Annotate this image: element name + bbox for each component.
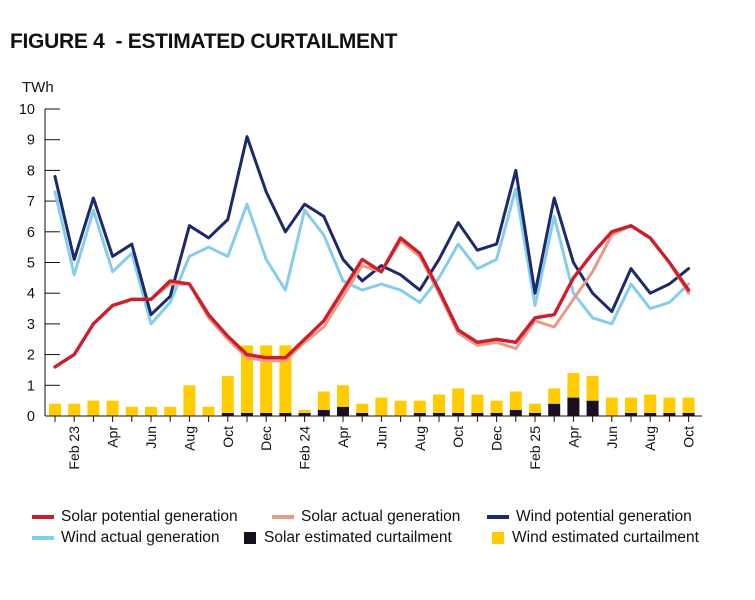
wind-curtailment-bar — [222, 376, 234, 413]
y-tick-label: 7 — [27, 194, 35, 210]
wind-curtailment-bar — [491, 401, 503, 413]
x-tick-label: Oct — [681, 426, 697, 448]
wind-curtailment-bar — [126, 407, 138, 416]
x-tick-label: Apr — [565, 426, 581, 448]
solar-curtailment-bar — [318, 410, 330, 416]
x-tick-label: Jun — [143, 426, 159, 449]
y-tick-label: 4 — [27, 286, 35, 302]
y-axis-unit-label: TWh — [22, 79, 54, 96]
wind-curtailment-bar — [164, 407, 176, 416]
solar-curtailment-bar — [510, 410, 522, 416]
wind-actual-line — [55, 189, 689, 324]
wind-curtailment-bar — [625, 398, 637, 413]
wind-curtailment-bar — [337, 385, 349, 406]
solar-potential-line — [55, 226, 689, 367]
legend-label: Solar potential generation — [61, 508, 238, 526]
wind-curtailment-bar — [433, 395, 445, 413]
generation-lines — [55, 137, 689, 367]
wind-curtailment-bar — [529, 404, 541, 413]
x-tick-label: Aug — [181, 426, 197, 451]
x-tick-label: Aug — [412, 426, 428, 451]
x-tick-label: Oct — [220, 426, 236, 448]
wind-curtailment-bar — [567, 373, 579, 398]
x-tick-label: Dec — [258, 426, 274, 451]
y-tick-label: 6 — [27, 225, 35, 241]
x-tick-label: Feb 24 — [297, 426, 313, 470]
legend-swatch — [492, 532, 504, 544]
y-axis: 0 1 2 3 4 5 6 7 8 9 10 — [19, 102, 60, 425]
solar-curtailment-bar — [587, 401, 599, 416]
wind-curtailment-bar — [375, 398, 387, 416]
wind-curtailment-bar — [587, 376, 599, 401]
x-tick-label: Oct — [450, 426, 466, 448]
wind-curtailment-bar — [87, 401, 99, 416]
wind-curtailment-bar — [299, 410, 311, 413]
legend-label: Wind potential generation — [516, 508, 692, 526]
wind-curtailment-bar — [414, 401, 426, 413]
x-axis: Feb 23 Apr Jun Aug Oct Dec Feb 24 Apr Jun Aug Oct D… — [45, 416, 702, 470]
solar-actual-line — [55, 226, 689, 367]
x-tick-label: Feb 23 — [66, 426, 82, 470]
wind-curtailment-bar — [663, 398, 675, 413]
legend-wind-potential: Wind potential generation — [487, 508, 692, 526]
wind-curtailment-bar — [452, 388, 464, 413]
legend-wind-curtailment: Wind estimated curtailment — [492, 529, 699, 547]
y-tick-label: 0 — [27, 409, 35, 425]
wind-curtailment-bar — [183, 385, 195, 416]
x-tick-label: Aug — [642, 426, 658, 451]
wind-curtailment-bar — [606, 398, 618, 416]
legend-wind-actual: Wind actual generation — [32, 529, 220, 547]
y-tick-label: 8 — [27, 163, 35, 179]
x-tick-label: Jun — [604, 426, 620, 449]
x-tick-label: Dec — [489, 426, 505, 451]
wind-curtailment-bar — [644, 395, 656, 413]
curtailment-bars — [49, 345, 695, 416]
legend-swatch — [32, 536, 54, 540]
wind-curtailment-bar — [203, 407, 215, 416]
wind-curtailment-bar — [49, 404, 61, 416]
legend-label: Solar estimated curtailment — [264, 529, 452, 547]
solar-curtailment-bar — [567, 398, 579, 416]
solar-curtailment-bar — [548, 404, 560, 416]
x-tick-label: Apr — [335, 426, 351, 448]
legend-label: Wind actual generation — [61, 529, 220, 547]
wind-curtailment-bar — [356, 404, 368, 413]
wind-curtailment-bar — [107, 401, 119, 416]
wind-curtailment-bar — [683, 398, 695, 413]
y-tick-label: 5 — [27, 256, 35, 272]
x-tick-label: Jun — [373, 426, 389, 449]
x-tick-label: Feb 25 — [527, 426, 543, 470]
wind-curtailment-bar — [145, 407, 157, 416]
y-tick-label: 1 — [27, 378, 35, 394]
legend-swatch — [244, 532, 256, 544]
wind-curtailment-bar — [68, 404, 80, 416]
wind-curtailment-bar — [510, 391, 522, 409]
y-tick-label: 2 — [27, 348, 35, 364]
x-tick-label: Apr — [105, 426, 121, 448]
wind-curtailment-bar — [471, 395, 483, 413]
legend-swatch — [487, 515, 509, 519]
y-tick-label: 9 — [27, 133, 35, 149]
wind-curtailment-bar — [318, 391, 330, 409]
y-tick-label: 10 — [19, 102, 35, 118]
legend-label: Solar actual generation — [301, 508, 460, 526]
wind-curtailment-bar — [395, 401, 407, 416]
y-tick-label: 3 — [27, 317, 35, 333]
legend-solar-curtailment: Solar estimated curtailment — [244, 529, 452, 547]
legend-solar-potential: Solar potential generation — [32, 508, 238, 526]
legend-solar-actual: Solar actual generation — [272, 508, 460, 526]
legend-label: Wind estimated curtailment — [512, 529, 699, 547]
solar-curtailment-bar — [337, 407, 349, 416]
legend-swatch — [272, 515, 294, 519]
legend-swatch — [32, 515, 54, 519]
wind-curtailment-bar — [548, 388, 560, 403]
